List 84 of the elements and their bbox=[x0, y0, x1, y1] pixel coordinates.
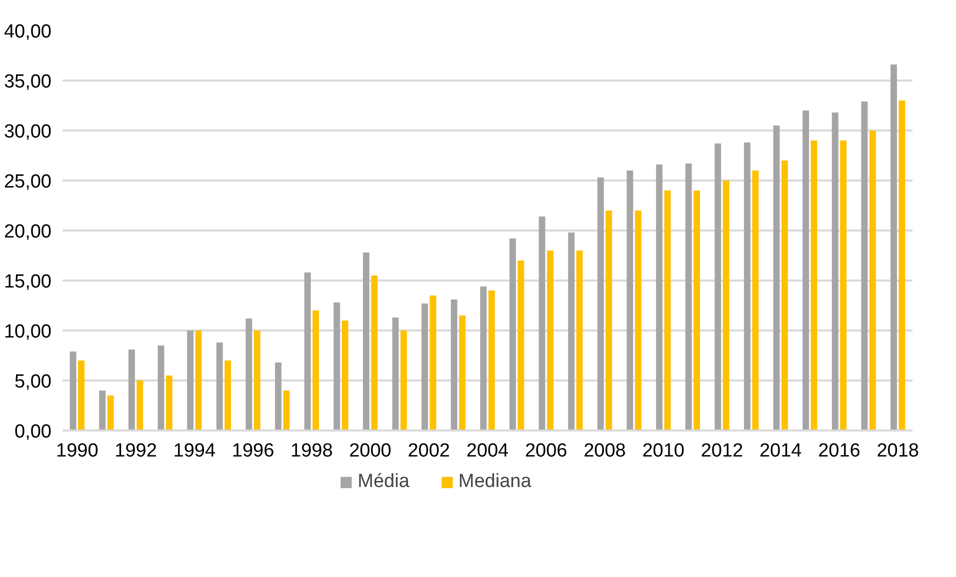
y-tick-label: 25,00 bbox=[4, 172, 52, 192]
x-tick-label: 1992 bbox=[114, 440, 157, 462]
x-tick-label: 2000 bbox=[349, 440, 392, 462]
bar bbox=[224, 360, 232, 430]
bar bbox=[861, 102, 868, 430]
y-tick-label: 0,00 bbox=[14, 422, 52, 442]
bar bbox=[195, 330, 202, 430]
bar bbox=[430, 296, 436, 430]
bar bbox=[283, 390, 290, 430]
bar bbox=[312, 310, 319, 430]
bar bbox=[362, 252, 370, 430]
bar bbox=[547, 250, 554, 430]
bar bbox=[744, 142, 750, 430]
bar bbox=[392, 318, 399, 430]
bar bbox=[832, 112, 838, 430]
x-tick-label: 2008 bbox=[584, 440, 626, 462]
x-tick-label: 2002 bbox=[408, 440, 450, 462]
bar bbox=[626, 170, 634, 430]
bar bbox=[334, 302, 340, 430]
x-tick-label: 1996 bbox=[232, 440, 274, 462]
y-tick-label: 5,00 bbox=[14, 372, 52, 392]
bar bbox=[606, 210, 612, 430]
bar bbox=[107, 396, 114, 430]
legend-label: Média bbox=[358, 470, 410, 492]
bar bbox=[898, 100, 906, 430]
bar bbox=[304, 272, 311, 430]
y-tick-label: 40,00 bbox=[4, 22, 52, 42]
bar bbox=[128, 350, 135, 430]
bar bbox=[342, 320, 348, 430]
bar bbox=[166, 376, 172, 430]
bar bbox=[422, 304, 428, 430]
x-tick-label: 1998 bbox=[290, 440, 333, 462]
bar bbox=[664, 190, 671, 430]
y-tick-label: 35,00 bbox=[4, 72, 52, 92]
bar bbox=[685, 164, 692, 430]
y-tick-label: 15,00 bbox=[4, 272, 52, 292]
bar bbox=[246, 318, 252, 430]
bar bbox=[869, 130, 876, 430]
bar bbox=[656, 164, 662, 430]
bar bbox=[597, 178, 604, 430]
x-tick-label: 2014 bbox=[759, 440, 802, 462]
legend-label: Mediana bbox=[458, 470, 532, 492]
bar bbox=[840, 140, 847, 430]
bar bbox=[576, 250, 583, 430]
y-tick-label: 20,00 bbox=[4, 222, 52, 242]
bar bbox=[400, 330, 407, 430]
bar bbox=[371, 276, 378, 430]
bar bbox=[538, 216, 546, 430]
x-tick-label: 2018 bbox=[876, 440, 919, 462]
bar bbox=[773, 126, 780, 430]
bar bbox=[78, 360, 84, 430]
x-tick-label: 2016 bbox=[818, 440, 860, 462]
bar bbox=[488, 290, 495, 430]
bar bbox=[158, 346, 164, 430]
bar bbox=[722, 180, 730, 430]
bar bbox=[752, 170, 759, 430]
x-tick-label: 1990 bbox=[56, 440, 98, 462]
bar bbox=[781, 160, 788, 430]
bar bbox=[480, 286, 487, 430]
bar bbox=[568, 232, 575, 430]
x-tick-label: 1994 bbox=[173, 440, 216, 462]
bar bbox=[518, 260, 524, 430]
bar bbox=[459, 316, 466, 430]
bar bbox=[136, 380, 144, 430]
bar bbox=[275, 362, 282, 430]
x-tick-label: 2010 bbox=[642, 440, 685, 462]
bar bbox=[694, 190, 700, 430]
bar bbox=[254, 330, 260, 430]
bar bbox=[802, 110, 810, 430]
bar bbox=[187, 330, 194, 430]
bar bbox=[890, 64, 897, 430]
bar bbox=[810, 140, 818, 430]
bar bbox=[70, 352, 76, 430]
x-tick-label: 2006 bbox=[524, 440, 568, 462]
y-tick-label: 30,00 bbox=[4, 122, 52, 142]
x-tick-label: 2012 bbox=[700, 440, 744, 462]
bar bbox=[450, 300, 458, 430]
bar bbox=[99, 390, 106, 430]
bar bbox=[634, 210, 642, 430]
x-tick-label: 2004 bbox=[466, 440, 510, 462]
bar bbox=[509, 238, 516, 430]
bar bbox=[714, 144, 722, 430]
y-tick-label: 10,00 bbox=[4, 322, 52, 342]
bar bbox=[216, 342, 223, 430]
